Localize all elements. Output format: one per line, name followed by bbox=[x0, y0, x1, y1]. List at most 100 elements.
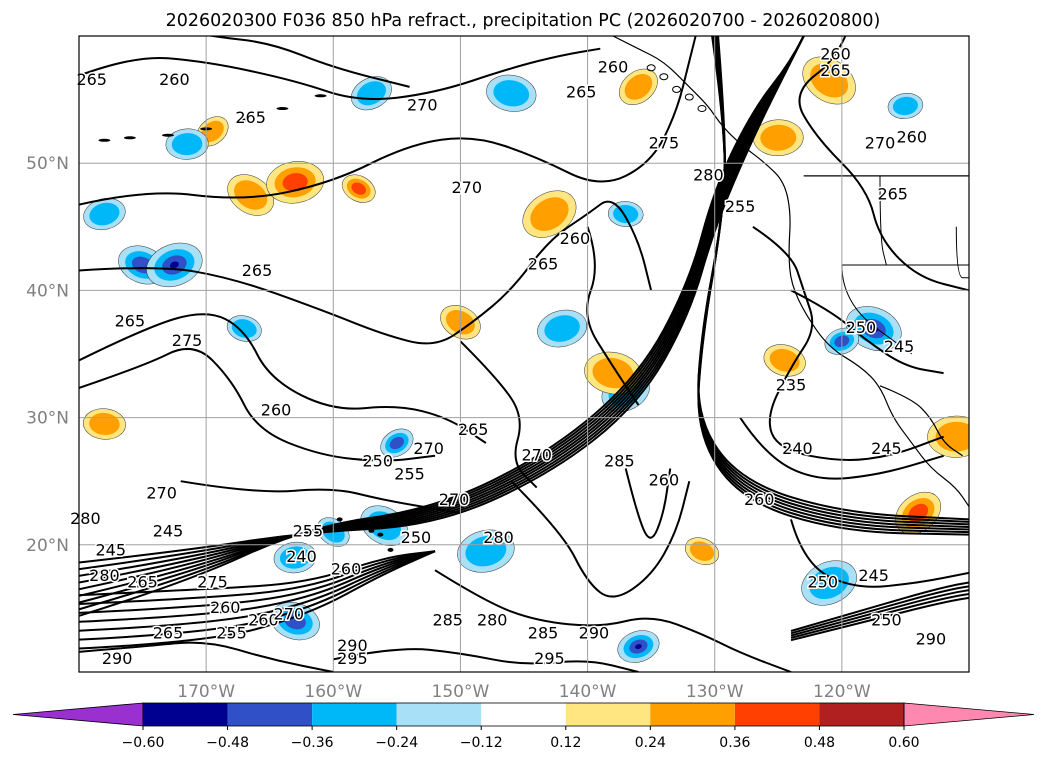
y-tick-label: 50°N bbox=[26, 154, 69, 174]
precip-shade bbox=[169, 261, 179, 269]
precip-shade bbox=[279, 546, 311, 569]
colorbar-segment bbox=[312, 703, 397, 726]
precip-shade bbox=[171, 133, 203, 156]
colorbar-tick-label: −0.48 bbox=[206, 735, 249, 751]
precip-patch bbox=[801, 560, 857, 606]
precip-patch bbox=[165, 128, 209, 160]
contour-label: 260 bbox=[897, 127, 928, 146]
island bbox=[684, 93, 694, 101]
contour-line bbox=[697, 36, 969, 536]
contour-line bbox=[79, 550, 436, 623]
contour-line bbox=[79, 550, 436, 597]
contour-line bbox=[624, 468, 672, 539]
island bbox=[697, 105, 707, 113]
contour-line bbox=[790, 592, 969, 639]
precip-patch bbox=[522, 190, 577, 238]
contour-line bbox=[206, 36, 410, 88]
precip-shade bbox=[892, 96, 918, 116]
contour-label: 260 bbox=[159, 70, 190, 89]
island bbox=[314, 94, 327, 98]
colorbar-segment bbox=[565, 703, 651, 726]
contour-label: 260 bbox=[331, 560, 362, 579]
contour-label: 270 bbox=[274, 604, 305, 623]
island bbox=[238, 118, 251, 122]
colorbar-segment bbox=[650, 703, 735, 726]
contour-line bbox=[459, 340, 538, 489]
island bbox=[368, 528, 375, 533]
precip-shade bbox=[809, 566, 849, 600]
contour-label: 275 bbox=[172, 331, 203, 350]
precip-patch bbox=[273, 541, 317, 574]
contour-label: 245 bbox=[153, 522, 184, 541]
precip-shade bbox=[282, 173, 308, 192]
colorbar-segment bbox=[143, 703, 228, 726]
precip-shade bbox=[231, 319, 257, 338]
contour-label: 245 bbox=[884, 337, 915, 356]
contour-label: 260 bbox=[261, 401, 292, 420]
colorbar-segment bbox=[734, 703, 820, 726]
contour-label: 265 bbox=[153, 623, 184, 642]
lat-lon-gridlines bbox=[79, 36, 969, 672]
contour-label: 290 bbox=[337, 636, 368, 655]
contour-label: 285 bbox=[432, 611, 463, 630]
contour-label: 260 bbox=[820, 45, 851, 64]
x-tick-label: 140°W bbox=[559, 682, 617, 702]
contour-label: 265 bbox=[242, 261, 273, 280]
contour-label: 295 bbox=[534, 649, 565, 668]
island bbox=[646, 64, 656, 72]
precip-patch bbox=[927, 415, 969, 458]
precip-patch bbox=[486, 74, 537, 112]
contour-label: 265 bbox=[566, 83, 597, 102]
coastlines-borders bbox=[98, 36, 969, 552]
contour-line bbox=[510, 480, 691, 598]
contour-label: 265 bbox=[820, 61, 851, 80]
contour-line bbox=[79, 47, 601, 100]
contour-label: 275 bbox=[649, 134, 680, 153]
colorbar-extend-low bbox=[12, 702, 144, 727]
map-plot-area: 265 2602652702652602752802702602652552602… bbox=[26, 35, 970, 702]
contour-labels: 265 2602652702652602752802702602652552602… bbox=[69, 43, 948, 669]
colorbar-tick-label: −0.36 bbox=[291, 735, 334, 751]
x-tick-label: 160°W bbox=[304, 682, 362, 702]
contour-line bbox=[790, 289, 944, 375]
precip-shade bbox=[201, 120, 224, 143]
contour-label: 260 bbox=[560, 229, 591, 248]
contour-line bbox=[79, 550, 436, 641]
x-tick-label: 130°W bbox=[686, 682, 744, 702]
contour-label: 250 bbox=[808, 572, 839, 591]
refractivity-contours bbox=[79, 36, 969, 672]
precip-patch bbox=[457, 529, 515, 573]
contour-label: 270 bbox=[413, 439, 444, 458]
contour-label: 290 bbox=[102, 649, 133, 668]
island bbox=[123, 136, 136, 140]
y-tick-label: 30°N bbox=[26, 409, 69, 429]
coastline bbox=[955, 226, 969, 279]
island bbox=[276, 107, 289, 111]
contour-label: 260 bbox=[649, 471, 680, 490]
contour-line bbox=[79, 550, 436, 614]
precip-shade bbox=[635, 643, 642, 650]
precip-shade bbox=[935, 421, 969, 452]
precip-shade bbox=[689, 541, 715, 561]
colorbar-segment bbox=[481, 703, 566, 726]
contour-line bbox=[79, 347, 436, 462]
contour-label: 255 bbox=[725, 197, 756, 216]
island bbox=[377, 532, 384, 537]
island bbox=[387, 547, 394, 552]
contour-label: 260 bbox=[248, 611, 279, 630]
contour-line bbox=[790, 589, 969, 637]
contour-label: 255 bbox=[216, 623, 247, 642]
precip-shade bbox=[351, 182, 366, 195]
colorbar-tick-label: −0.12 bbox=[460, 735, 503, 751]
contour-label: 265 bbox=[458, 420, 489, 439]
precip-patch bbox=[226, 315, 262, 342]
contour-label: 245 bbox=[871, 439, 902, 458]
contour-line bbox=[79, 550, 436, 606]
contour-line bbox=[333, 648, 639, 672]
chart-title: 2026020300 F036 850 hPa refract., precip… bbox=[166, 11, 881, 31]
contour-line bbox=[790, 519, 969, 588]
colorbar-tick-label: 0.12 bbox=[550, 735, 581, 751]
colorbar-frame bbox=[142, 702, 905, 727]
contour-line bbox=[79, 36, 697, 206]
colorbar-tick-label: −0.24 bbox=[375, 735, 418, 751]
